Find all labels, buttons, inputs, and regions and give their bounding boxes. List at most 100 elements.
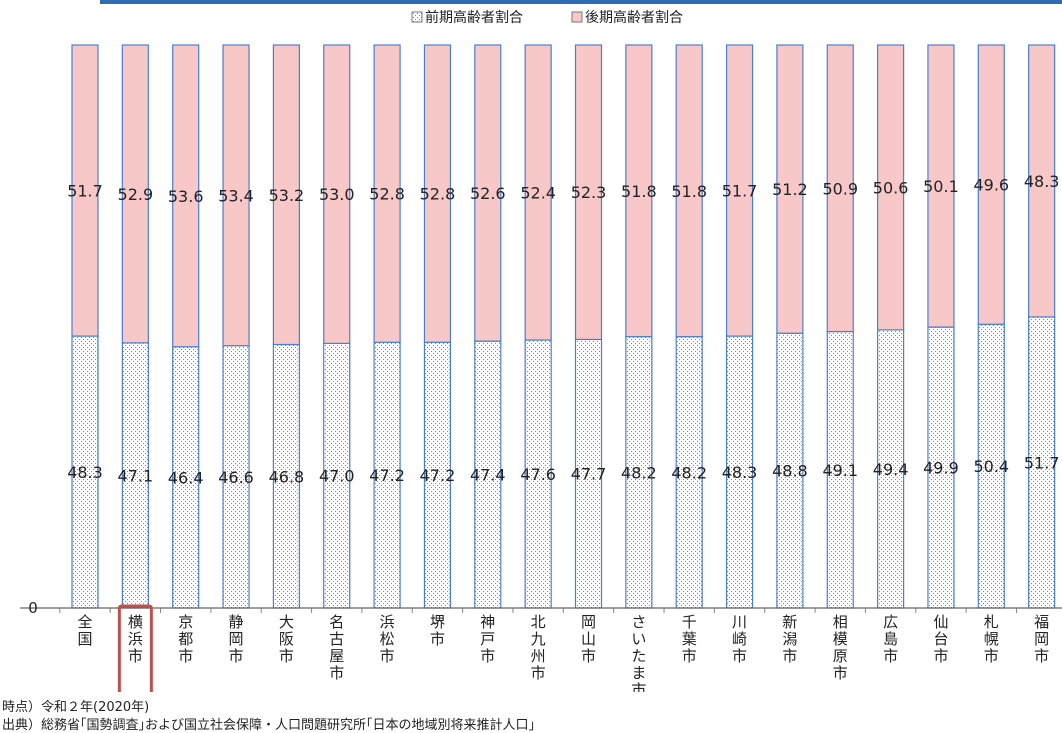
data-label-late-elderly: 48.3 bbox=[1024, 172, 1060, 191]
data-label-early-elderly: 50.4 bbox=[973, 457, 1009, 476]
category-label: 川崎市 bbox=[732, 613, 747, 665]
category-label: 千葉市 bbox=[682, 613, 697, 665]
data-label-early-elderly: 47.4 bbox=[470, 466, 506, 485]
bar-late-elderly bbox=[725, 44, 754, 337]
x-axis: 0 bbox=[20, 599, 1062, 617]
data-label-late-elderly: 50.9 bbox=[822, 179, 858, 198]
bar-late-elderly bbox=[222, 44, 250, 347]
data-label-early-elderly: 51.7 bbox=[1024, 453, 1060, 472]
bar-late-elderly bbox=[574, 44, 603, 341]
data-label-late-elderly: 53.6 bbox=[168, 187, 204, 206]
category-labels: 全国 横浜市 京都市 静岡市 大阪市 名古屋市 浜松市 堺市 神戸市 北九州市 岡山市 さいたま市 千葉… bbox=[77, 604, 1049, 692]
category-label: さいたま市 bbox=[631, 613, 646, 692]
data-label-early-elderly: 48.3 bbox=[67, 463, 103, 482]
data-label-early-elderly: 47.1 bbox=[118, 466, 154, 485]
bar-late-elderly bbox=[876, 44, 905, 331]
bar-late-elderly bbox=[927, 44, 955, 328]
legend-swatch-late-elderly bbox=[571, 11, 583, 23]
category-label: 浜松市 bbox=[380, 613, 395, 665]
bar-late-elderly bbox=[977, 44, 1005, 325]
bar-early-elderly bbox=[574, 338, 603, 609]
bar-late-elderly bbox=[1028, 44, 1056, 318]
data-label-late-elderly: 52.6 bbox=[470, 184, 506, 203]
bar-early-elderly bbox=[876, 329, 905, 609]
bar-early-elderly bbox=[725, 335, 754, 609]
legend-label-early-elderly: 前期高齢者割合 bbox=[425, 9, 523, 26]
bar-early-elderly bbox=[977, 323, 1005, 609]
data-label-early-elderly: 48.2 bbox=[621, 463, 657, 482]
category-label: 札幌市 bbox=[984, 613, 999, 665]
bar-early-elderly bbox=[474, 340, 502, 609]
category-label: 堺市 bbox=[430, 613, 445, 648]
category-label: 京都市 bbox=[178, 613, 193, 665]
data-label-early-elderly: 48.3 bbox=[722, 463, 758, 482]
bar-late-elderly bbox=[474, 44, 502, 342]
bar-early-elderly bbox=[927, 326, 955, 609]
bar-early-elderly bbox=[776, 332, 804, 609]
data-label-early-elderly: 49.1 bbox=[822, 461, 858, 480]
data-label-late-elderly: 51.8 bbox=[671, 182, 707, 201]
data-label-early-elderly: 48.8 bbox=[772, 462, 808, 481]
category-label: 名古屋市 bbox=[329, 613, 344, 682]
note-source: 出典）総務省｢国勢調査｣および国立社会保障・人口問題研究所｢日本の地域別将来推計… bbox=[2, 718, 536, 733]
bar-late-elderly bbox=[423, 44, 452, 343]
data-label-late-elderly: 52.8 bbox=[420, 185, 456, 204]
bar-late-elderly bbox=[776, 44, 804, 334]
top-rule bbox=[100, 0, 1062, 4]
data-label-early-elderly: 46.6 bbox=[218, 468, 254, 487]
category-label: 大阪市 bbox=[279, 613, 294, 665]
bar-late-elderly bbox=[524, 44, 552, 341]
category-label: 静岡市 bbox=[229, 613, 244, 665]
category-label: 仙台市 bbox=[933, 613, 948, 665]
data-label-late-elderly: 50.6 bbox=[873, 178, 909, 197]
bar-late-elderly bbox=[675, 44, 703, 338]
bar-late-elderly bbox=[172, 44, 200, 348]
data-label-early-elderly: 47.7 bbox=[571, 465, 607, 484]
data-label-late-elderly: 51.2 bbox=[772, 180, 808, 199]
data-label-early-elderly: 49.4 bbox=[873, 460, 909, 479]
bar-late-elderly bbox=[373, 44, 401, 343]
category-label: 新潟市 bbox=[782, 613, 797, 665]
category-label: 神戸市 bbox=[480, 613, 495, 665]
bar-early-elderly bbox=[524, 339, 552, 609]
data-label-early-elderly: 46.4 bbox=[168, 468, 204, 487]
data-label-late-elderly: 52.8 bbox=[369, 185, 405, 204]
data-label-late-elderly: 53.2 bbox=[269, 186, 305, 205]
data-label-early-elderly: 47.0 bbox=[319, 467, 355, 486]
category-label: 北九州市 bbox=[531, 613, 546, 682]
bar-early-elderly bbox=[826, 330, 854, 609]
highlight-box bbox=[117, 604, 153, 692]
legend: 前期高齢者割合 後期高齢者割合 bbox=[411, 9, 683, 26]
bar-early-elderly bbox=[625, 336, 653, 609]
bar-late-elderly bbox=[71, 44, 99, 337]
data-label-early-elderly: 49.9 bbox=[923, 459, 959, 478]
legend-swatch-early-elderly bbox=[411, 11, 423, 23]
category-label: 全国 bbox=[77, 613, 92, 648]
category-label: 横浜市 bbox=[128, 613, 143, 665]
data-label-early-elderly: 47.6 bbox=[520, 465, 556, 484]
note-time: 時点）令和２年(2020年) bbox=[2, 700, 150, 715]
data-label-early-elderly: 46.8 bbox=[269, 467, 305, 486]
data-label-late-elderly: 51.7 bbox=[67, 182, 103, 201]
bar-late-elderly bbox=[121, 44, 149, 344]
data-label-late-elderly: 52.9 bbox=[118, 185, 154, 204]
data-label-late-elderly: 53.0 bbox=[319, 185, 355, 204]
category-label: 相模原市 bbox=[833, 613, 848, 682]
bar-late-elderly bbox=[826, 44, 854, 333]
data-label-late-elderly: 51.7 bbox=[722, 182, 758, 201]
data-label-early-elderly: 47.2 bbox=[369, 466, 405, 485]
data-label-late-elderly: 52.4 bbox=[520, 184, 556, 203]
data-label-late-elderly: 49.6 bbox=[973, 176, 1009, 195]
data-label-late-elderly: 53.4 bbox=[218, 186, 254, 205]
legend-label-late-elderly: 後期高齢者割合 bbox=[585, 9, 683, 26]
bar-late-elderly bbox=[323, 44, 351, 344]
category-label: 広島市 bbox=[883, 613, 898, 665]
bars-group: 48.3 51.7 47.1 52.9 46.4 53.6 46.6 53.4 46.8 53.2… bbox=[67, 44, 1060, 609]
category-label: 岡山市 bbox=[581, 613, 596, 665]
data-label-early-elderly: 47.2 bbox=[420, 466, 456, 485]
data-label-late-elderly: 52.3 bbox=[571, 183, 607, 202]
bar-late-elderly bbox=[625, 44, 653, 338]
data-label-early-elderly: 48.2 bbox=[671, 463, 707, 482]
data-label-late-elderly: 51.8 bbox=[621, 182, 657, 201]
bar-early-elderly bbox=[323, 342, 351, 609]
